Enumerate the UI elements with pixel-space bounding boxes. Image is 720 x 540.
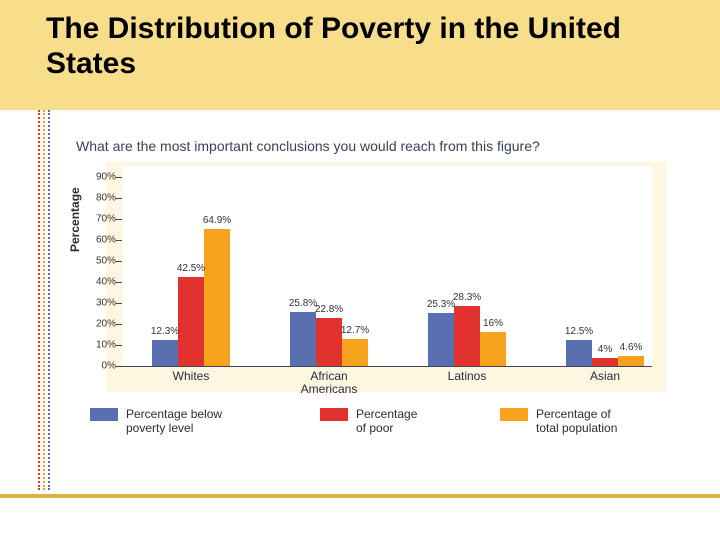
bar bbox=[204, 229, 230, 366]
y-tick bbox=[116, 198, 122, 199]
y-tick bbox=[116, 240, 122, 241]
legend-item-oftot: Percentage oftotal population bbox=[500, 408, 617, 436]
y-tick bbox=[116, 261, 122, 262]
bar bbox=[480, 332, 506, 366]
y-tick-label: 50% bbox=[82, 255, 116, 266]
bar-value-label: 4% bbox=[598, 344, 612, 355]
y-tick bbox=[116, 303, 122, 304]
legend-item-ofpoor: Percentageof poor bbox=[320, 408, 417, 436]
rule-1 bbox=[38, 110, 40, 490]
rule-3 bbox=[48, 110, 50, 490]
bar bbox=[342, 339, 368, 366]
bar-value-label: 12.3% bbox=[151, 326, 179, 337]
bar-value-label: 25.3% bbox=[427, 299, 455, 310]
left-rule-area bbox=[38, 110, 39, 490]
y-tick bbox=[116, 177, 122, 178]
bar bbox=[428, 313, 454, 366]
x-tick-label: AfricanAmericans bbox=[301, 370, 358, 396]
title-band: The Distribution of Poverty in the Unite… bbox=[0, 0, 720, 110]
legend-label-ofpoor: Percentageof poor bbox=[356, 408, 417, 436]
bottom-accent-bar bbox=[0, 494, 720, 498]
y-tick bbox=[116, 324, 122, 325]
chart-question: What are the most important conclusions … bbox=[76, 138, 540, 154]
y-tick-label: 0% bbox=[82, 361, 116, 372]
bar bbox=[566, 340, 592, 366]
y-tick bbox=[116, 219, 122, 220]
bar bbox=[618, 356, 644, 366]
bar-value-label: 25.8% bbox=[289, 298, 317, 309]
bar bbox=[592, 358, 618, 366]
bar-value-label: 12.7% bbox=[341, 325, 369, 336]
bar-value-label: 64.9% bbox=[203, 215, 231, 226]
x-tick-label: Whites bbox=[173, 370, 210, 383]
legend-swatch-below bbox=[90, 408, 118, 421]
bar bbox=[290, 312, 316, 366]
legend-label-oftot: Percentage oftotal population bbox=[536, 408, 617, 436]
y-tick-label: 30% bbox=[82, 297, 116, 308]
page-title: The Distribution of Poverty in the Unite… bbox=[46, 12, 702, 81]
y-tick bbox=[116, 366, 122, 367]
legend-swatch-ofpoor bbox=[320, 408, 348, 421]
y-tick-label: 20% bbox=[82, 318, 116, 329]
bar bbox=[316, 318, 342, 366]
bar-value-label: 4.6% bbox=[620, 342, 643, 353]
x-tick-label: Latinos bbox=[448, 370, 487, 383]
y-tick-label: 70% bbox=[82, 213, 116, 224]
bar bbox=[152, 340, 178, 366]
rule-2 bbox=[43, 110, 45, 490]
y-tick bbox=[116, 345, 122, 346]
bar-value-label: 12.5% bbox=[565, 326, 593, 337]
bar bbox=[454, 306, 480, 366]
bar bbox=[178, 277, 204, 366]
bar-value-label: 28.3% bbox=[453, 292, 481, 303]
bar-value-label: 16% bbox=[483, 318, 503, 329]
legend-item-below: Percentage belowpoverty level bbox=[90, 408, 222, 436]
x-tick-label: Asian bbox=[590, 370, 620, 383]
y-tick-label: 80% bbox=[82, 192, 116, 203]
y-tick-label: 90% bbox=[82, 171, 116, 182]
y-axis-label: Percentage bbox=[68, 187, 82, 252]
y-tick bbox=[116, 282, 122, 283]
bar-value-label: 42.5% bbox=[177, 263, 205, 274]
y-tick-label: 40% bbox=[82, 276, 116, 287]
y-tick-label: 60% bbox=[82, 234, 116, 245]
legend: Percentage belowpoverty level Percentage… bbox=[60, 408, 680, 448]
y-tick-label: 10% bbox=[82, 339, 116, 350]
bar-value-label: 22.8% bbox=[315, 304, 343, 315]
legend-label-below: Percentage belowpoverty level bbox=[126, 408, 222, 436]
legend-swatch-oftot bbox=[500, 408, 528, 421]
